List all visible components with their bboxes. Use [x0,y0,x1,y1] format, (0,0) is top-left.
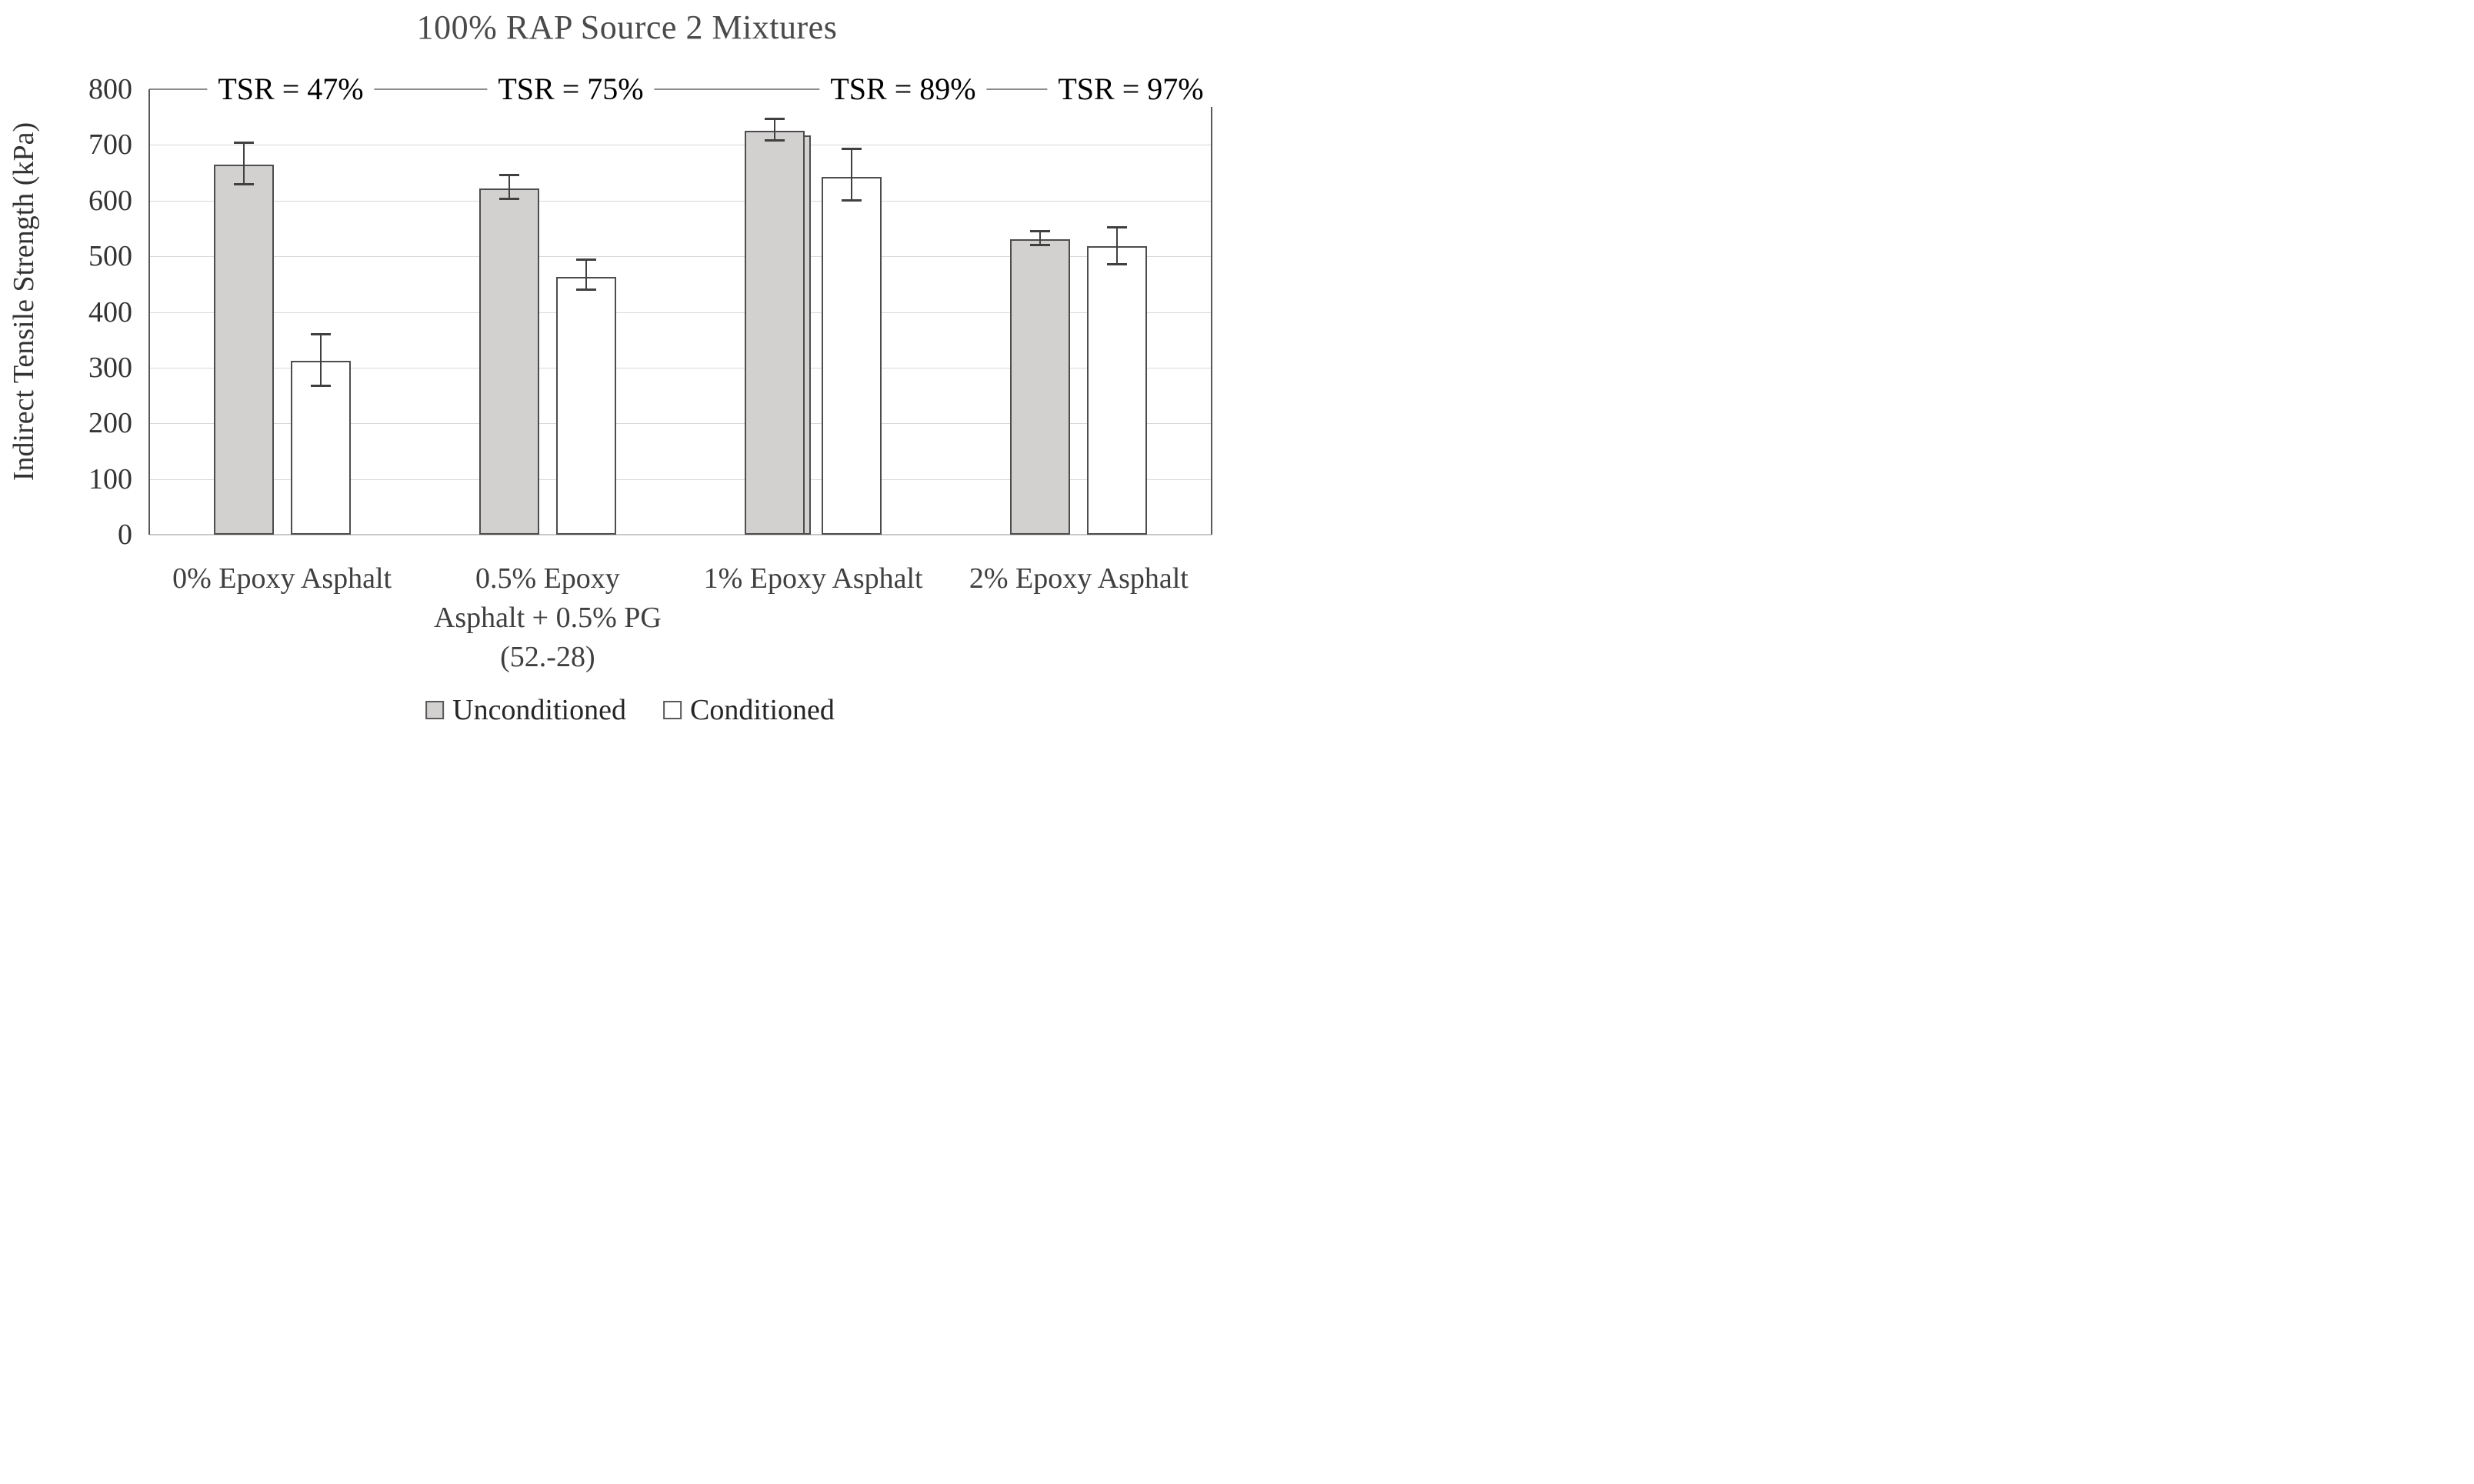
chart-title: 100% RAP Source 2 Mixtures [416,8,838,46]
gridline [149,312,1212,313]
y-tick-label: 100 [88,462,132,495]
tsr-annotation: TSR = 47% [207,72,375,107]
error-bar-cap [765,117,785,120]
error-bar-line [508,175,510,200]
tsr-annotation: TSR = 89% [819,72,987,107]
gridline [149,479,1212,480]
error-bar-cap [842,148,862,151]
plot-top-line [149,88,1212,90]
bar-conditioned-group0 [290,361,351,535]
y-tick-label: 500 [88,240,132,273]
legend-item-conditioned: Conditioned [662,693,835,727]
error-bar-cap [765,138,785,142]
error-bar-cap [310,384,331,387]
error-bar-line [1116,226,1119,265]
bar-unconditioned-group0 [213,164,274,535]
category-label-line: (52.-28) [500,641,595,673]
category-label: 0% Epoxy Asphalt [172,559,392,599]
category-label-line: 0% Epoxy Asphalt [172,562,392,595]
category-label-line: 0.5% Epoxy [475,562,620,595]
bar-unconditioned-group1 [478,188,539,535]
gridline [149,200,1212,202]
conditioned-swatch-icon [662,701,682,719]
error-bar-cap [575,258,596,261]
error-bar-line [319,334,322,386]
y-tick-label: 0 [118,519,132,551]
error-bar-cap [233,141,254,144]
legend: Unconditioned Conditioned [425,693,835,727]
bar-unconditioned-group3 [1010,238,1071,535]
error-bar-cap [1030,244,1051,247]
gridline [149,423,1212,425]
bar-conditioned-group3 [1087,246,1148,535]
legend-label: Conditioned [689,694,835,726]
bar-conditioned-group1 [555,276,616,535]
category-label: 1% Epoxy Asphalt [704,559,923,599]
y-tick-label: 400 [88,295,132,328]
unconditioned-swatch-icon [425,701,445,719]
error-bar-line [585,258,587,290]
error-bar-cap [842,198,862,202]
tsr-annotation: TSR = 75% [487,72,655,107]
tsr-annotation: TSR = 97% [1047,72,1215,107]
bar-unconditioned-group2 [745,130,805,535]
bar-conditioned-group2 [822,176,882,535]
error-bar-cap [575,288,596,291]
category-label: 0.5% Epoxy Asphalt + 0.5% PG (52.-28) [434,559,662,677]
x-axis-line [149,534,1212,535]
legend-item-unconditioned: Unconditioned [425,693,626,727]
error-bar-cap [1107,262,1128,265]
error-bar-cap [310,333,331,336]
legend-label: Unconditioned [452,694,626,726]
error-bar-line [242,142,245,185]
category-label-line: 1% Epoxy Asphalt [703,562,923,595]
category-label-line: 2% Epoxy Asphalt [969,562,1189,595]
plot-right-border [1211,89,1212,535]
chart-figure: 100% RAP Source 2 Mixtures Indirect Tens… [0,0,1237,742]
error-bar-cap [233,183,254,186]
y-tick-label: 200 [88,407,132,440]
error-bar-line [1039,230,1042,246]
y-tick-label: 300 [88,351,132,384]
error-bar-cap [1030,229,1051,232]
error-bar-line [851,148,853,201]
error-bar-cap [498,198,519,201]
y-axis-line [148,89,150,535]
error-bar-line [774,118,776,141]
y-tick-label: 700 [88,128,132,162]
error-bar-cap [1107,225,1128,228]
error-bar-cap [498,174,519,177]
category-label: 2% Epoxy Asphalt [969,559,1189,599]
y-tick-label: 800 [88,73,132,105]
category-label-line: Asphalt + 0.5% PG [433,602,662,634]
y-axis-title: Indirect Tensile Strength (kPa) [8,122,40,482]
y-tick-label: 600 [88,184,132,217]
gridline [149,256,1212,258]
